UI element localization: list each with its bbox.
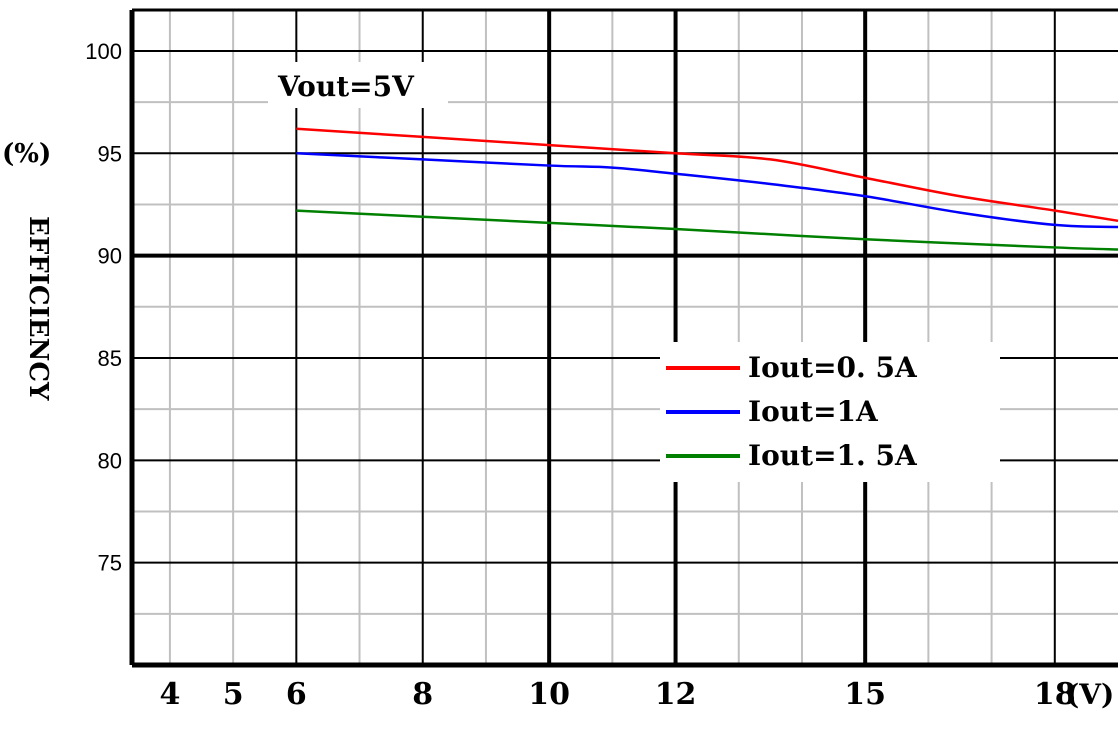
x-tick-label: 18 [1034,677,1076,712]
y-tick-label: 85 [98,346,122,371]
x-tick-label: 4 [159,677,180,712]
x-tick-label: 12 [655,677,697,712]
y-axis-label: EFFICIENCY [23,216,53,401]
x-tick-label: 10 [528,677,570,712]
y-tick-label: 95 [98,141,122,166]
series-line-2 [296,152,1119,229]
x-unit-label: (V) [1066,678,1114,711]
y-tick-label: 100 [85,39,122,64]
x-tick-label: 8 [412,677,433,712]
series-line-1 [296,127,1119,223]
legend-label-1: Iout=0. 5A [748,351,918,384]
y-tick-label: 75 [98,551,122,576]
series-layer [296,127,1119,251]
annotation-box [268,62,448,108]
y-ticks: 100 95 90 85 80 75 [85,39,122,576]
x-tick-label: 6 [286,677,307,712]
legend: Iout=0. 5A Iout=1A Iout=1. 5A [666,351,918,472]
vout-annotation: Vout=5V [277,70,415,103]
x-tick-label: 15 [844,677,886,712]
legend-label-3: Iout=1. 5A [748,439,918,472]
y-tick-label: 90 [98,244,122,269]
legend-label-2: Iout=1A [748,395,879,428]
y-unit-label: (%) [2,139,51,169]
x-tick-label: 5 [223,677,244,712]
x-ticks: 4 5 6 8 10 12 15 18 [159,677,1075,712]
y-tick-label: 80 [98,448,122,473]
minor-grid [132,10,1118,665]
series-line-3 [296,209,1119,251]
